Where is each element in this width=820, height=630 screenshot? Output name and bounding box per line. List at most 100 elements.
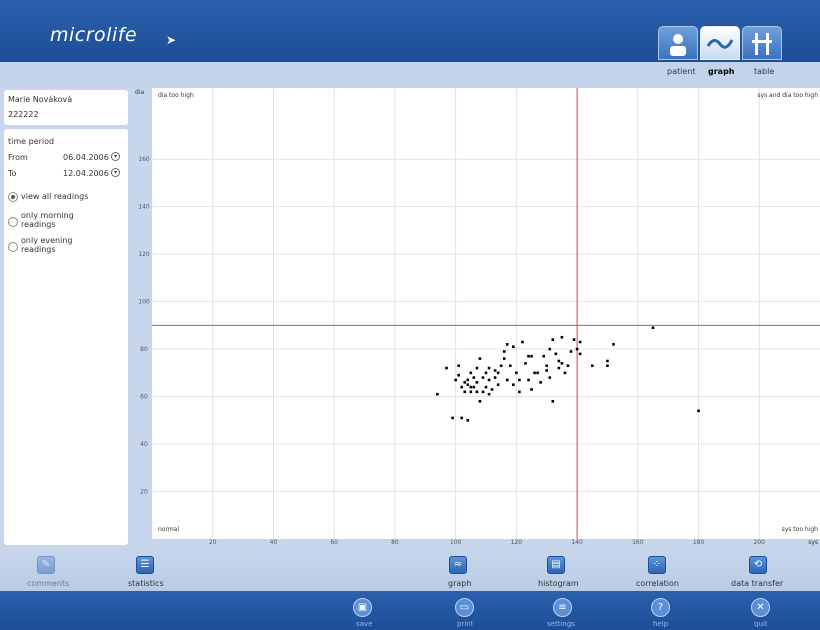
data-point [466, 378, 470, 382]
from-date-value[interactable]: 06.04.2006 [63, 153, 109, 162]
morning-readings-radio[interactable] [8, 217, 18, 227]
data-point [496, 383, 500, 387]
y-axis-label: dia [135, 89, 144, 96]
histogram-icon[interactable]: ▤ [547, 556, 565, 574]
data-point [542, 354, 545, 358]
sub-bar [0, 62, 820, 88]
evening-readings-label[interactable]: only evening readings [21, 236, 73, 254]
toolbar-data-transfer-label[interactable]: data transfer [731, 579, 784, 588]
data-point [545, 364, 549, 368]
action-bar [0, 591, 820, 630]
data-point [478, 357, 482, 360]
x-tick-label: 80 [391, 539, 399, 546]
print-label[interactable]: print [457, 620, 474, 628]
data-point [563, 371, 567, 375]
quit-icon[interactable]: ✕ [751, 598, 770, 617]
data-point [493, 376, 497, 379]
data-point [536, 371, 539, 375]
nav-graph-label: graph [708, 67, 735, 76]
correlation-icon[interactable]: ⁘ [648, 556, 666, 574]
print-icon[interactable]: ▭ [455, 598, 474, 617]
save-label[interactable]: save [356, 620, 373, 628]
data-point [484, 385, 488, 389]
data-point [475, 366, 479, 370]
data-point [572, 338, 576, 341]
nav-table-label: table [754, 67, 775, 76]
to-label: To [8, 169, 17, 178]
comment-icon[interactable]: ✎ [37, 556, 55, 574]
data-point [469, 390, 473, 394]
data-point [502, 350, 506, 353]
data-point [502, 357, 506, 360]
to-date-dropdown-icon[interactable]: ▾ [111, 168, 120, 177]
from-date-dropdown-icon[interactable]: ▾ [111, 152, 120, 161]
data-point [575, 347, 579, 351]
toolbar-statistics-label[interactable]: statistics [128, 579, 164, 588]
view-all-readings-label[interactable]: view all readings [21, 192, 89, 201]
data-point [460, 416, 464, 420]
y-tick-label: 60 [140, 394, 148, 401]
toolbar-graph-label[interactable]: graph [448, 579, 472, 588]
data-point [551, 338, 555, 341]
data-point [557, 359, 561, 363]
morning-readings-label[interactable]: only morning readings [21, 211, 74, 229]
data-point [530, 388, 533, 391]
x-tick-label: 100 [450, 539, 462, 546]
y-tick-label: 140 [138, 204, 150, 211]
data-point [475, 390, 479, 394]
view-all-readings-radio[interactable] [8, 192, 18, 202]
data-point [606, 359, 609, 363]
data-point [539, 381, 542, 384]
y-tick-label: 100 [138, 299, 150, 306]
settings-icon[interactable]: ≡ [553, 598, 572, 617]
data-point [512, 383, 515, 387]
data-point [548, 347, 552, 351]
data-point [518, 378, 521, 382]
evening-readings-radio[interactable] [8, 242, 18, 252]
x-tick-label: 180 [693, 539, 705, 546]
time-period-card: time period From 06.04.2006 ▾ To 12.04.2… [4, 129, 128, 545]
x-tick-label: 40 [270, 539, 278, 546]
y-tick-label: 20 [140, 489, 148, 496]
from-label: From [8, 153, 28, 162]
settings-label[interactable]: settings [547, 620, 575, 628]
help-icon[interactable]: ? [651, 598, 670, 617]
data-point [463, 381, 467, 384]
save-icon[interactable]: ▣ [353, 598, 372, 617]
data-point [481, 390, 485, 394]
nav-patient-button[interactable] [658, 26, 698, 60]
data-point [521, 340, 524, 344]
data-point [454, 378, 457, 382]
data-transfer-icon[interactable]: ⟲ [749, 556, 767, 574]
toolbar-correlation-label[interactable]: correlation [636, 579, 679, 588]
statistics-icon[interactable]: ☰ [136, 556, 154, 574]
zone-label-sys-too-high: sys too high [782, 526, 819, 533]
nav-table-button[interactable] [742, 26, 782, 60]
data-point [478, 400, 482, 403]
data-point [606, 364, 609, 368]
graph-icon [706, 39, 734, 49]
quit-label[interactable]: quit [754, 620, 768, 628]
zone-label-sys-and-dia-too-high: sys and dia too high [757, 92, 818, 99]
data-point [557, 366, 561, 370]
graph-icon[interactable]: ≈ [449, 556, 467, 574]
data-point [590, 364, 594, 368]
x-tick-label: 140 [571, 539, 583, 546]
toolbar [0, 546, 820, 591]
data-point [560, 362, 564, 365]
data-point [490, 388, 494, 391]
data-point [487, 378, 491, 382]
help-label[interactable]: help [653, 620, 669, 628]
to-date-value[interactable]: 12.04.2006 [63, 169, 109, 178]
data-point [612, 343, 615, 346]
toolbar-histogram-label[interactable]: histogram [538, 579, 579, 588]
data-point [487, 366, 491, 370]
x-axis-label: sys [808, 539, 818, 546]
toolbar-comments-label[interactable]: comments [27, 579, 70, 588]
x-tick-label: 200 [754, 539, 766, 546]
table-icon [752, 33, 772, 55]
nav-graph-button[interactable] [700, 26, 740, 60]
nav-patient-label: patient [667, 67, 696, 76]
y-tick-label: 80 [140, 346, 148, 353]
microlife-logo: microlife [50, 24, 138, 46]
